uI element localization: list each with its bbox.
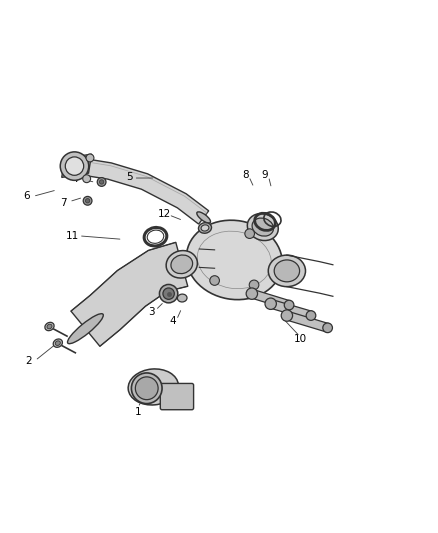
FancyBboxPatch shape xyxy=(160,383,194,410)
Circle shape xyxy=(306,311,316,320)
Polygon shape xyxy=(62,154,92,177)
Circle shape xyxy=(210,276,219,285)
Ellipse shape xyxy=(159,285,178,303)
Circle shape xyxy=(97,177,106,187)
Text: 12: 12 xyxy=(158,209,171,219)
Ellipse shape xyxy=(166,251,198,278)
Circle shape xyxy=(99,180,104,184)
Circle shape xyxy=(83,197,92,205)
Ellipse shape xyxy=(177,294,187,302)
Polygon shape xyxy=(71,243,188,346)
Ellipse shape xyxy=(47,324,52,329)
Ellipse shape xyxy=(247,214,278,240)
Ellipse shape xyxy=(131,373,162,403)
Circle shape xyxy=(323,323,332,333)
Ellipse shape xyxy=(201,225,209,231)
Ellipse shape xyxy=(135,377,158,400)
Text: 1: 1 xyxy=(134,407,141,417)
Text: 2: 2 xyxy=(25,356,32,366)
Polygon shape xyxy=(269,300,312,320)
Ellipse shape xyxy=(55,341,60,345)
Ellipse shape xyxy=(268,255,305,287)
Ellipse shape xyxy=(65,157,84,175)
Circle shape xyxy=(249,280,259,290)
Circle shape xyxy=(246,288,258,300)
Circle shape xyxy=(83,175,91,183)
Ellipse shape xyxy=(274,260,300,282)
Ellipse shape xyxy=(163,288,174,300)
Polygon shape xyxy=(286,311,329,332)
Ellipse shape xyxy=(198,223,212,233)
Text: 9: 9 xyxy=(261,169,268,180)
Ellipse shape xyxy=(128,369,178,405)
Text: 4: 4 xyxy=(170,316,177,326)
Ellipse shape xyxy=(171,255,193,273)
Text: 8: 8 xyxy=(242,169,249,180)
Ellipse shape xyxy=(45,322,54,330)
Ellipse shape xyxy=(53,339,63,348)
Circle shape xyxy=(265,298,276,310)
Text: 5: 5 xyxy=(126,172,133,182)
Text: 10: 10 xyxy=(293,334,307,344)
Ellipse shape xyxy=(187,220,282,300)
Circle shape xyxy=(284,300,294,310)
Polygon shape xyxy=(251,289,290,309)
Text: 11: 11 xyxy=(66,231,79,241)
Ellipse shape xyxy=(60,152,89,180)
Circle shape xyxy=(86,154,94,162)
Ellipse shape xyxy=(252,218,273,236)
Circle shape xyxy=(245,229,254,238)
Polygon shape xyxy=(75,158,208,224)
Circle shape xyxy=(281,310,293,321)
Ellipse shape xyxy=(197,212,211,223)
Text: 6: 6 xyxy=(23,191,30,201)
Ellipse shape xyxy=(67,314,103,344)
Text: 7: 7 xyxy=(60,198,67,208)
Circle shape xyxy=(85,199,90,203)
Text: 7: 7 xyxy=(73,174,80,184)
Text: 3: 3 xyxy=(148,308,155,318)
